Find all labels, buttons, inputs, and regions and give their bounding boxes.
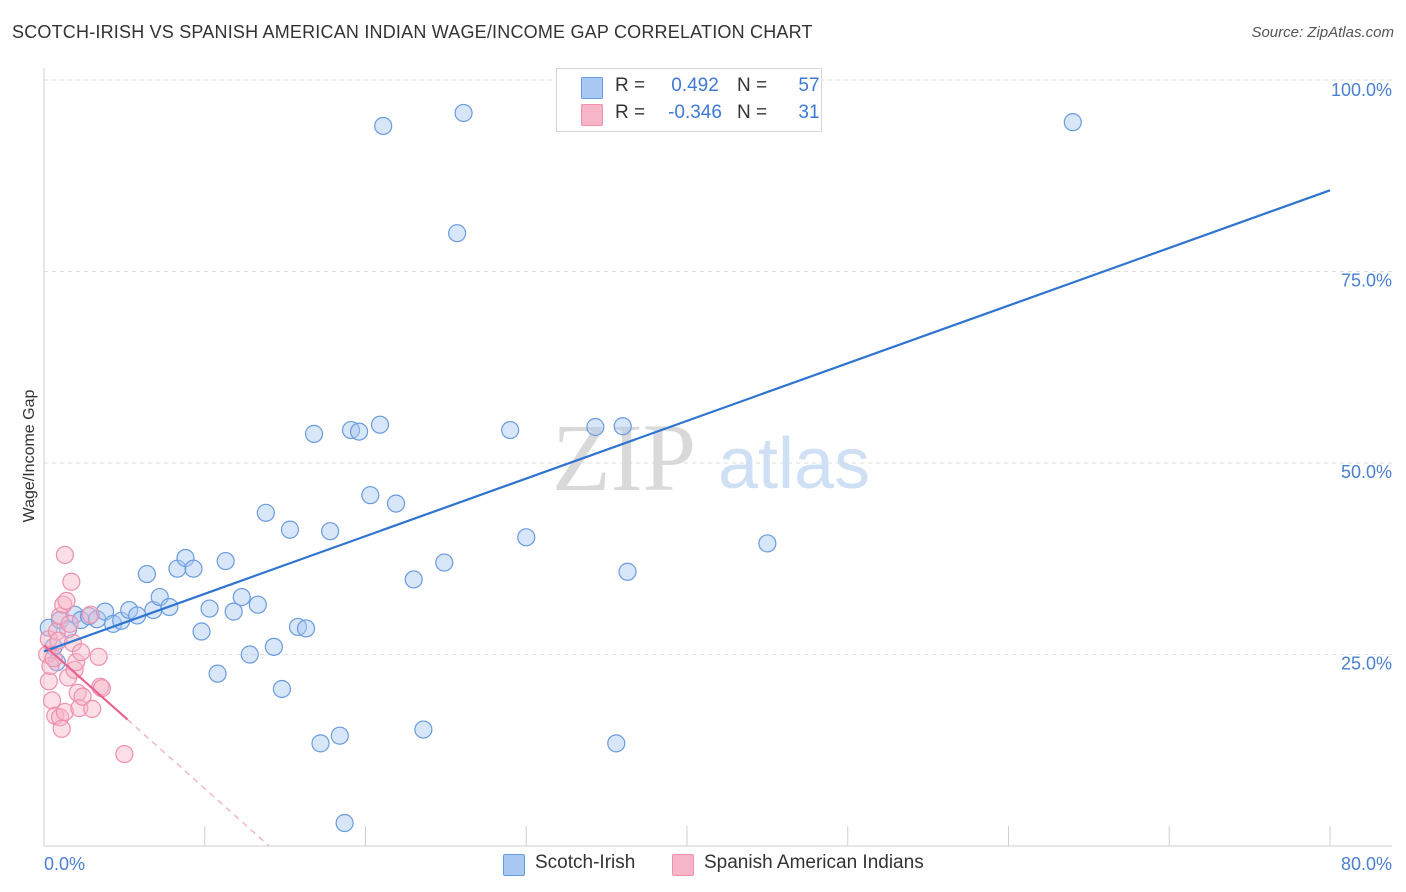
y-axis-label: Wage/Income Gap [21, 390, 38, 523]
scotch-irish-points [39, 103, 1082, 833]
scotch-irish-point [435, 553, 454, 572]
spanish-american-indians-point [42, 691, 62, 710]
scotch-irish-point [349, 422, 369, 441]
spanish-american-indians-point [44, 649, 63, 668]
spanish-american-indians-point [55, 545, 74, 565]
legend-r-label: R = [615, 102, 646, 123]
watermark: ZIP atlas [552, 404, 870, 511]
scotch-irish-point [208, 664, 227, 683]
scotch-irish-point [264, 637, 283, 656]
scotch-irish-point [150, 587, 169, 607]
y-tick-label: 25.0% [1341, 654, 1392, 674]
legend-swatch-pink [581, 104, 603, 126]
legend-r-value: 0.492 [671, 75, 719, 96]
spanish-american-indians-point [115, 744, 134, 764]
x-tick-label-min: 0.0% [44, 854, 85, 874]
grid-lines [44, 79, 1392, 655]
scotch-irish-point [454, 103, 473, 123]
spanish-american-indians-point [73, 687, 92, 706]
scotch-irish-point [330, 726, 349, 745]
scotch-irish-point [613, 417, 632, 436]
legend-n-label: N = [737, 75, 768, 96]
bottom-legend-swatch-blue [503, 854, 525, 876]
watermark-atlas: atlas [718, 424, 870, 504]
spanish-american-indians-point [57, 591, 76, 610]
bottom-legend-label: Scotch-Irish [535, 852, 636, 873]
scotch-irish-point [232, 587, 251, 607]
spanish-american-indians-trend-extension [127, 719, 270, 847]
scotch-irish-point [137, 564, 156, 584]
y-tick-label: 75.0% [1341, 271, 1392, 291]
scotch-irish-point [256, 503, 275, 522]
spanish-american-indians-point [89, 647, 108, 666]
legend-n-value: 57 [798, 75, 820, 96]
scotch-irish-point [321, 522, 340, 541]
scotch-irish-point [404, 570, 423, 589]
scotch-irish-point [607, 734, 626, 753]
scotch-irish-point [517, 528, 536, 547]
scotch-irish-point [240, 645, 259, 664]
scotch-irish-trend-line [43, 189, 1331, 653]
bottom-legend-swatch-pink [672, 854, 694, 876]
spanish-american-indians-point [60, 614, 79, 633]
spanish-american-indians-point [39, 672, 58, 691]
scotch-irish-point [501, 420, 520, 440]
spanish-american-indians-point [81, 605, 100, 624]
scotch-irish-point [304, 424, 324, 443]
chart-title: SCOTCH-IRISH VS SPANISH AMERICAN INDIAN … [12, 22, 813, 42]
spanish-american-indians-point [67, 653, 86, 672]
scotch-irish-point [200, 599, 219, 618]
spanish-american-indians-point [50, 708, 70, 727]
chart-source: Source: ZipAtlas.com [1251, 24, 1394, 41]
spanish-american-indians-point [52, 719, 71, 738]
scotch-irish-point [414, 720, 433, 739]
correlation-legend: R = 0.492 N = 57 R = -0.346 N = 31 [556, 68, 822, 132]
spanish-american-indians-point [55, 702, 74, 722]
bottom-legend-label: Spanish American Indians [704, 852, 924, 873]
scotch-irish-point [248, 595, 267, 614]
scotch-irish-point [586, 417, 605, 437]
scotch-irish-point [184, 559, 203, 578]
scotch-irish-point [448, 224, 467, 243]
y-tick-label: 100.0% [1331, 80, 1392, 100]
scotch-irish-point [272, 679, 292, 699]
legend-r-label: R = [615, 75, 646, 96]
spanish-american-indians-point [50, 607, 70, 626]
spanish-american-indians-point [70, 699, 89, 718]
x-axis-ticks [43, 826, 1331, 846]
legend-n-value: 31 [798, 102, 820, 123]
legend-n-label: N = [737, 102, 768, 123]
legend-swatch-blue [581, 77, 603, 99]
scotch-irish-point [296, 619, 316, 638]
scotch-irish-point [386, 494, 406, 513]
scotch-irish-point [216, 551, 235, 571]
y-tick-label: 50.0% [1341, 462, 1392, 482]
watermark-zip: ZIP [552, 404, 696, 511]
scotch-irish-point [224, 602, 243, 621]
scotch-irish-point [370, 415, 390, 434]
spanish-american-indians-points [38, 545, 134, 764]
scotch-irish-point [192, 622, 211, 641]
scotch-irish-point [374, 116, 393, 136]
scotch-irish-point [361, 486, 380, 505]
scotch-irish-point [335, 813, 354, 833]
scotch-irish-point [311, 734, 330, 753]
spanish-american-indians-point [65, 660, 84, 679]
x-tick-label-max: 80.0% [1341, 854, 1392, 874]
spanish-american-indians-trend-line [43, 644, 129, 721]
trend-lines [43, 189, 1331, 847]
scotch-irish-point [618, 562, 637, 581]
y-tick-labels: 100.0% 75.0% 50.0% 25.0% [1331, 80, 1392, 674]
spanish-american-indians-point [92, 679, 111, 698]
scotch-irish-point [1063, 113, 1082, 132]
spanish-american-indians-point [83, 699, 102, 718]
spanish-american-indians-point [71, 643, 91, 662]
scotch-irish-point [758, 534, 777, 553]
legend-r-value: -0.346 [668, 102, 722, 123]
scotch-irish-point [280, 520, 300, 539]
spanish-american-indians-point [62, 572, 81, 591]
